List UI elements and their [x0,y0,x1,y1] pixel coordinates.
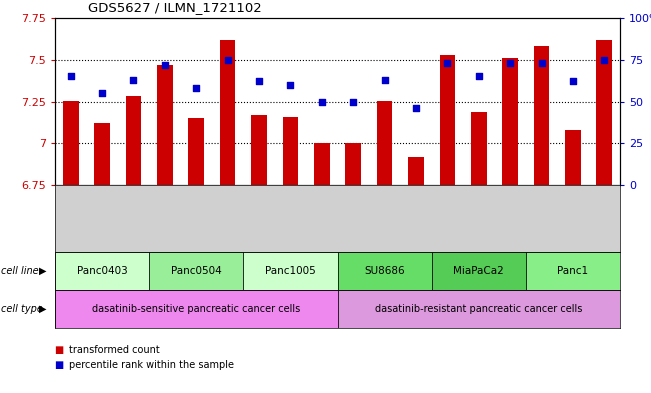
Bar [471,112,486,185]
Bar [283,117,298,185]
Point [254,78,264,84]
Point [66,73,76,80]
Point [599,57,609,63]
Text: Panc1005: Panc1005 [265,266,316,276]
Bar [337,290,620,328]
Bar [55,252,149,290]
Bar [377,101,393,185]
Text: Panc0504: Panc0504 [171,266,221,276]
Point [97,90,107,96]
Text: dasatinib-resistant pancreatic cancer cells: dasatinib-resistant pancreatic cancer ce… [375,304,583,314]
Point [536,60,547,66]
Bar [345,143,361,185]
Text: percentile rank within the sample: percentile rank within the sample [69,360,234,370]
Text: SU8686: SU8686 [365,266,405,276]
Bar [251,115,267,185]
Text: dasatinib-sensitive pancreatic cancer cells: dasatinib-sensitive pancreatic cancer ce… [92,304,300,314]
Text: ■: ■ [55,345,67,355]
Text: ▶: ▶ [38,304,46,314]
Point [223,57,233,63]
Bar [55,290,337,328]
Point [505,60,516,66]
Bar [526,252,620,290]
Bar [565,130,581,185]
Bar [432,252,526,290]
Text: transformed count: transformed count [69,345,160,355]
Text: MiaPaCa2: MiaPaCa2 [453,266,504,276]
Bar [243,252,337,290]
Point [380,77,390,83]
Bar [149,252,243,290]
Bar [188,118,204,185]
Text: Panc0403: Panc0403 [77,266,128,276]
Bar [314,143,329,185]
Bar [63,101,79,185]
Bar [596,40,612,185]
Point [128,77,139,83]
Point [285,82,296,88]
Bar [503,58,518,185]
Bar [220,40,236,185]
Bar [126,97,141,185]
Text: cell line: cell line [1,266,39,276]
Text: ■: ■ [55,360,67,370]
Text: ▶: ▶ [38,266,46,276]
Point [411,105,421,111]
Bar [534,46,549,185]
Point [191,85,201,91]
Point [473,73,484,80]
Bar [408,156,424,185]
Point [348,98,359,105]
Point [442,60,452,66]
Text: GDS5627 / ILMN_1721102: GDS5627 / ILMN_1721102 [87,1,261,14]
Point [159,62,170,68]
Bar [337,252,432,290]
Point [568,78,578,84]
Point [316,98,327,105]
Bar [94,123,110,185]
Bar [157,65,173,185]
Text: Panc1: Panc1 [557,266,589,276]
Text: cell type: cell type [1,304,43,314]
Bar [439,55,455,185]
